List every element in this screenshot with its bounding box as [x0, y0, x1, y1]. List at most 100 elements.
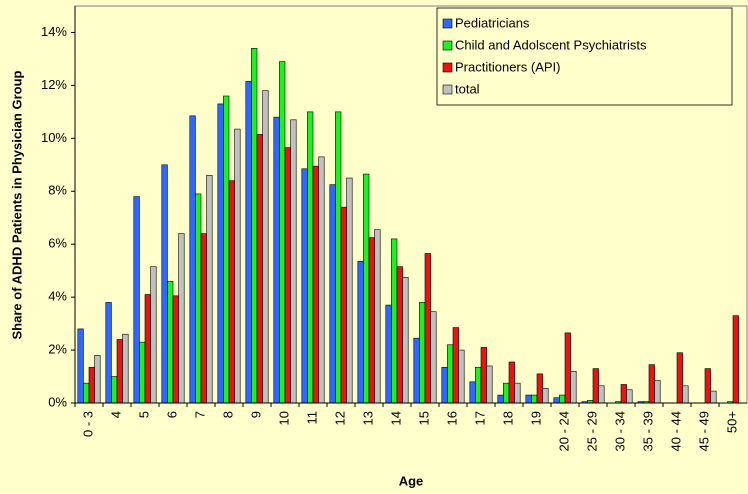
bar: [536, 373, 543, 404]
bar: [620, 384, 627, 404]
x-tick-label: 16: [444, 411, 459, 425]
y-axis-label: Share of ADHD Patients in Physician Grou…: [9, 70, 24, 339]
bar: [83, 382, 90, 404]
bar: [564, 332, 571, 404]
bar: [223, 95, 230, 404]
bar: [508, 361, 515, 404]
x-tick-label: 0 - 3: [80, 411, 95, 437]
x-tick-label: 9: [248, 411, 263, 418]
bar: [161, 164, 168, 404]
bar: [346, 177, 353, 404]
bar: [374, 229, 381, 404]
bar: [77, 328, 84, 404]
bar: [279, 61, 286, 404]
bar: [480, 347, 487, 404]
bar: [329, 184, 336, 404]
bar: [301, 168, 308, 404]
bar: [139, 341, 146, 404]
bar: [402, 276, 409, 404]
x-tick-label: 7: [192, 411, 207, 418]
x-tick-label: 17: [472, 411, 487, 425]
bar: [424, 253, 431, 404]
bar: [167, 280, 174, 404]
x-tick-label: 50+: [724, 411, 739, 433]
bar: [88, 366, 95, 404]
bar: [340, 206, 347, 404]
x-tick-label: 11: [304, 411, 319, 425]
bar: [122, 333, 129, 404]
bar: [368, 237, 375, 404]
bar: [598, 385, 605, 404]
x-tick-label: 13: [360, 411, 375, 425]
y-tick-label: 8%: [48, 183, 67, 198]
y-tick-label: 6%: [48, 236, 67, 251]
bar: [497, 394, 504, 404]
bar: [525, 394, 532, 404]
bar: [111, 376, 118, 404]
legend-label: total: [455, 81, 480, 96]
bar: [559, 394, 566, 404]
bar: [150, 266, 157, 404]
bar: [206, 175, 213, 404]
x-tick-label: 25 - 29: [584, 411, 599, 451]
x-tick-label: 8: [220, 411, 235, 418]
legend-label: Child and Adolscent Psychiatrists: [455, 37, 647, 52]
bar: [469, 381, 476, 404]
legend-swatch: [442, 18, 453, 29]
bar: [234, 128, 241, 404]
bar: [200, 233, 207, 404]
x-tick-label: 40 - 44: [668, 411, 683, 451]
x-tick-label: 6: [164, 411, 179, 418]
y-tick-label: 0%: [48, 394, 67, 409]
bar: [447, 344, 454, 404]
bar: [682, 385, 689, 404]
legend-swatch: [442, 62, 453, 73]
bar: [542, 388, 549, 404]
legend-label: Pediatricians: [455, 15, 530, 30]
legend: [436, 7, 733, 106]
bar: [307, 111, 314, 404]
x-tick-label: 30 - 34: [612, 411, 627, 451]
bar: [441, 366, 448, 404]
bar: [676, 352, 683, 404]
x-tick-label: 18: [500, 411, 515, 425]
bar: [503, 382, 510, 404]
bar: [385, 304, 392, 404]
bar: [363, 173, 370, 404]
bar: [570, 370, 577, 404]
bar: [413, 337, 420, 404]
bar: [710, 390, 717, 404]
bar: [430, 311, 437, 404]
bar: [704, 368, 711, 404]
bar: [133, 196, 140, 404]
bar: [256, 134, 263, 404]
bar: [172, 295, 179, 404]
bar: [335, 111, 342, 404]
bar: [357, 261, 364, 404]
x-tick-label: 35 - 39: [640, 411, 655, 451]
bar: [262, 90, 269, 404]
bar: [273, 116, 280, 404]
bar: [514, 382, 521, 404]
bar: [592, 368, 599, 404]
bar: [732, 315, 739, 404]
bar: [228, 180, 235, 404]
bar: [195, 193, 202, 404]
bar: [312, 165, 319, 404]
bar: [486, 365, 493, 404]
legend-swatch: [442, 40, 453, 51]
x-axis-label: Age: [399, 473, 424, 488]
y-tick-label: 12%: [41, 77, 67, 92]
y-tick-label: 2%: [48, 342, 67, 357]
bar: [391, 238, 398, 404]
bar: [318, 156, 325, 404]
x-tick-label: 5: [136, 411, 151, 418]
bar: [251, 48, 258, 404]
bar: [178, 233, 185, 404]
bar: [654, 380, 661, 404]
bar: [284, 147, 291, 404]
bar: [144, 294, 151, 404]
bar: [217, 103, 224, 404]
bar: [531, 394, 538, 404]
